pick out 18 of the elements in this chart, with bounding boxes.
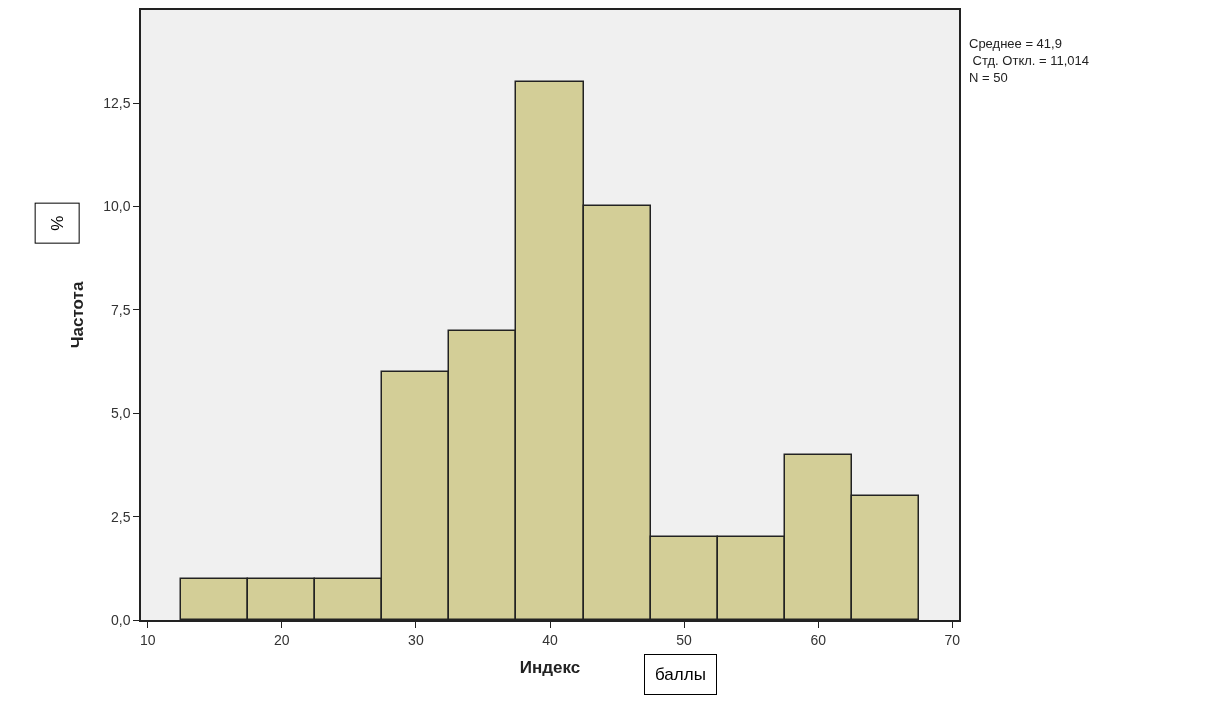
y-tick-label: 10,0 (103, 198, 131, 215)
y-axis-title: Частота (68, 281, 88, 349)
y-tick-label: 5,0 (110, 405, 131, 422)
x-tick-label: 20 (274, 631, 290, 648)
x-tick-label: 60 (810, 631, 827, 648)
y-tick-label: 7,5 (110, 301, 131, 318)
text: % (47, 215, 67, 231)
x-tick-label: 70 (944, 631, 961, 648)
y-tick-label: 2,5 (110, 508, 131, 525)
x-tick-label: 40 (542, 631, 558, 648)
x-tick-label: 50 (676, 631, 693, 648)
text: баллы (655, 665, 706, 684)
text: Среднее = 41,9 Стд. Откл. = 11,014 N = 50 (969, 36, 1090, 85)
y-tick-label: 0,0 (110, 611, 131, 628)
y-tick-label: 12,5 (103, 94, 131, 111)
x-tick-label: 30 (408, 631, 424, 648)
x-axis-title: Индекс (519, 658, 581, 678)
x-tick-label: 10 (139, 631, 156, 648)
